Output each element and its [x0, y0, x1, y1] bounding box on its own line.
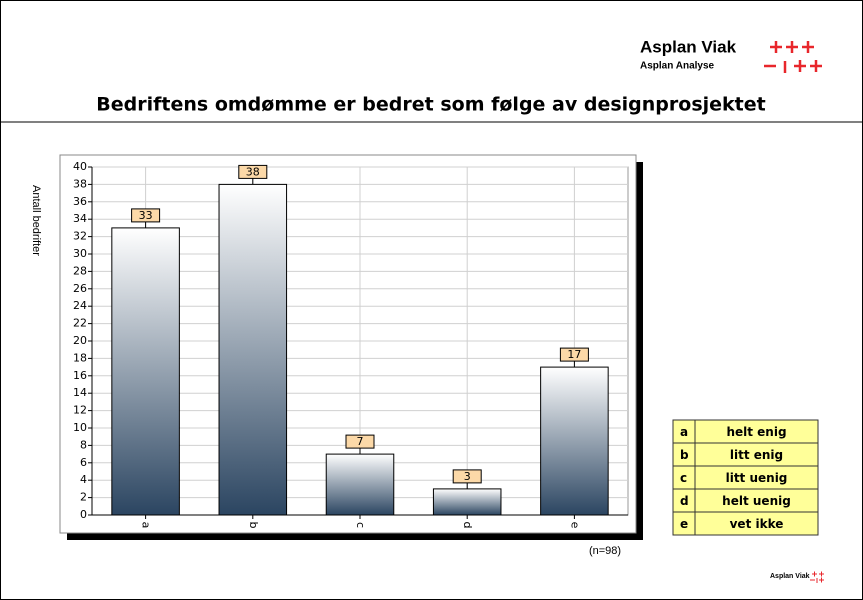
logo-symbol: [764, 41, 822, 73]
value-label-box: [452, 469, 482, 484]
bar: [218, 183, 288, 516]
bar: [540, 366, 609, 516]
y-tick-label: 10: [73, 421, 87, 434]
value-label: 7: [357, 435, 364, 448]
y-axis-label: Antall bedrifter: [30, 185, 42, 256]
bar: [432, 488, 502, 516]
y-tick-label: 18: [73, 351, 87, 364]
legend-key: b: [680, 448, 689, 462]
legend-label: litt enig: [730, 448, 783, 462]
logo-sub: Asplan Analyse: [640, 61, 715, 72]
legend-label: helt enig: [726, 425, 786, 439]
y-tick-label: 6: [80, 456, 87, 469]
y-tick-label: 20: [73, 334, 87, 347]
footer-logo-symbol: [810, 571, 824, 583]
x-tick-label: b: [247, 522, 260, 529]
legend-key: a: [680, 425, 688, 439]
y-tick-label: 40: [73, 160, 87, 173]
y-tick-label: 0: [80, 508, 87, 521]
value-label-box: [238, 164, 268, 179]
legend-label: vet ikke: [730, 517, 784, 531]
legend-table: a helt enig b litt enig c litt uenig d helt uen…: [672, 419, 819, 536]
y-tick-label: 38: [73, 177, 87, 190]
value-label-box: [345, 434, 375, 449]
legend-label-cell: [694, 511, 819, 536]
y-tick-label: 22: [73, 317, 87, 330]
y-tick-label: 34: [73, 212, 87, 225]
chart-title: Bedriftens omdømme er bedret som følge a…: [96, 94, 765, 116]
y-tick-label: 30: [73, 247, 87, 260]
legend-key: e: [680, 517, 688, 531]
bar: [325, 453, 395, 516]
note: (n=98): [589, 545, 621, 557]
value-label: 3: [464, 470, 471, 483]
y-tick-label: 36: [73, 195, 87, 208]
x-tick-label: e: [568, 522, 581, 529]
legend-key: d: [680, 494, 689, 508]
y-tick-label: 32: [73, 230, 87, 243]
x-tick-label: a: [140, 522, 153, 529]
logo-name: Asplan Viak: [640, 37, 737, 56]
legend-label: helt uenig: [722, 494, 791, 508]
value-label: 38: [246, 165, 260, 178]
x-tick-label: c: [354, 522, 367, 528]
y-tick-label: 24: [73, 299, 87, 312]
y-tick-label: 14: [73, 386, 87, 399]
value-label-box: [131, 208, 161, 223]
legend-label: litt uenig: [726, 471, 788, 485]
legend-key: c: [680, 471, 687, 485]
y-tick-label: 2: [80, 491, 87, 504]
value-label-box: [559, 347, 589, 362]
value-label: 17: [567, 348, 581, 361]
value-label: 33: [139, 209, 153, 222]
bar: [111, 227, 180, 516]
footer-logo: Asplan Viak: [770, 573, 810, 580]
y-tick-label: 4: [80, 473, 87, 486]
x-tick-label: d: [461, 522, 474, 529]
y-tick-label: 12: [73, 404, 87, 417]
y-tick-label: 26: [73, 282, 87, 295]
y-tick-label: 16: [73, 369, 87, 382]
y-tick-label: 8: [80, 438, 87, 451]
y-tick-label: 28: [73, 264, 87, 277]
